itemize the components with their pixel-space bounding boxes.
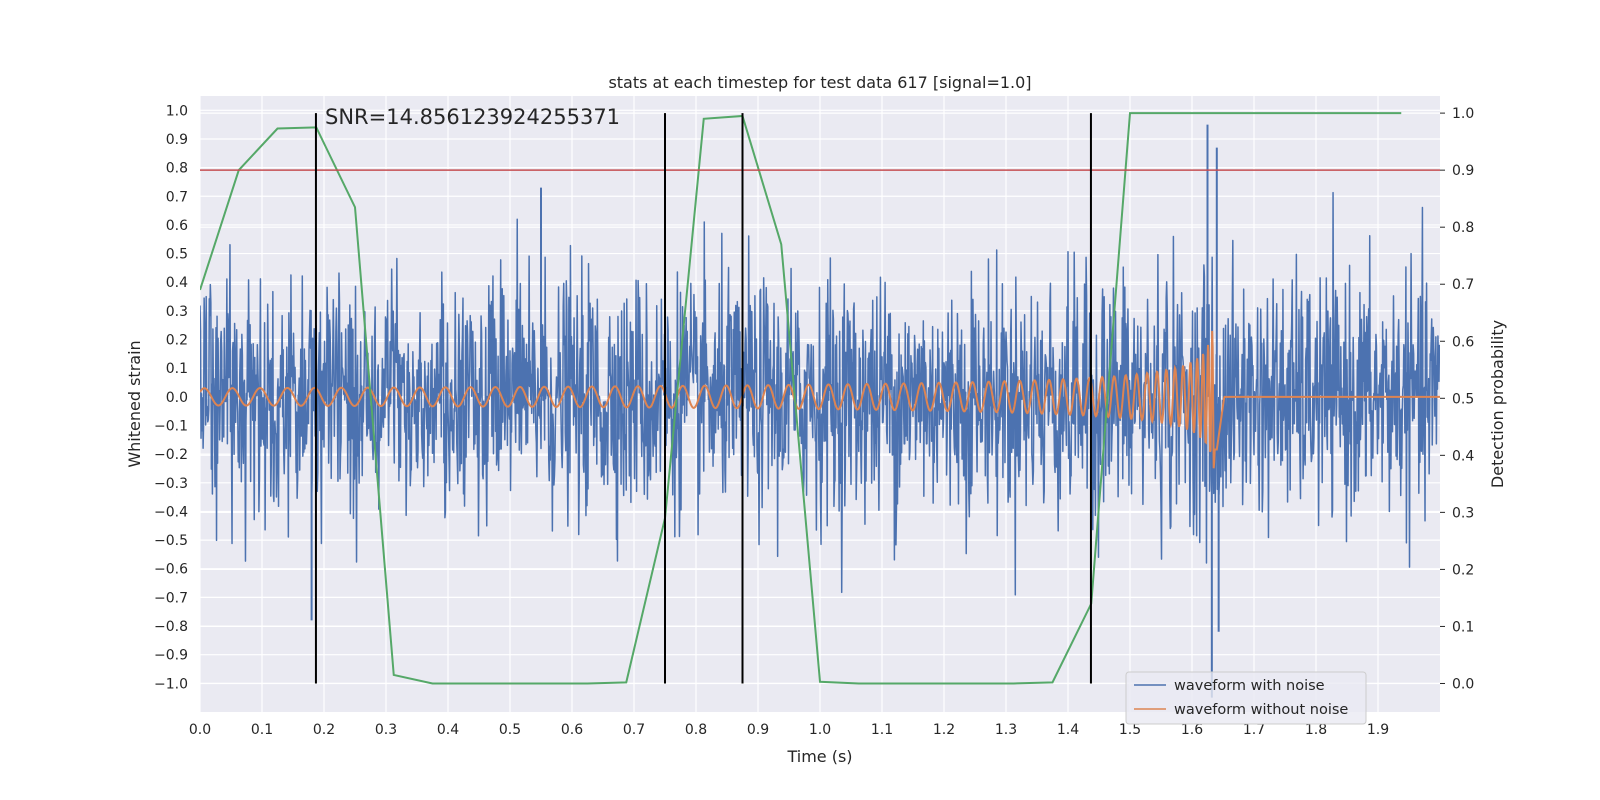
y-tick-label: 0.6: [166, 218, 188, 234]
x-tick-label: 1.5: [1119, 722, 1141, 738]
plot-area: [200, 112, 1440, 698]
clean-waveform-line: [200, 330, 1440, 469]
y2-tick-label: 0.6: [1452, 334, 1474, 350]
x-tick-label: 1.8: [1305, 722, 1327, 738]
legend-box: [1125, 671, 1367, 725]
x-tick-label: 0.2: [313, 722, 335, 738]
y-tick-label: −0.9: [154, 648, 188, 664]
y-tick-label: 0.4: [166, 275, 188, 291]
y-tick-label: 0.5: [166, 247, 188, 263]
y-tick-label: 0.2: [166, 333, 188, 349]
snr-annotation: SNR=14.856123924255371: [325, 105, 620, 129]
y2-tick-label: 1.0: [1452, 106, 1474, 122]
x-tick-labels: 0.0 0.1 0.2 0.3 0.4 0.5 0.6 0.7 0.8 0.9 1.0 1.1 1.2 1…: [189, 722, 1389, 738]
x-axis-label: Time (s): [786, 747, 852, 766]
x-tick-label: 0.7: [623, 722, 645, 738]
chart-title: stats at each timestep for test data 617…: [608, 73, 1031, 92]
y-tick-label: 0.7: [166, 189, 188, 205]
y2-tick-label: 0.7: [1452, 277, 1474, 293]
legend: waveform with noise waveform without noi…: [1125, 671, 1367, 725]
x-tick-label: 0.3: [375, 722, 397, 738]
y2-tick-label: 0.8: [1452, 220, 1474, 236]
x-tick-label: 1.3: [995, 722, 1017, 738]
y-tick-label: −0.3: [154, 476, 188, 492]
y2-tick-label: 0.3: [1452, 505, 1474, 521]
y2-tick-labels: 1.0 0.9 0.8 0.7 0.6 0.5 0.4 0.3 0.2 0.1 0.0: [1440, 106, 1474, 692]
y-axis-label: Whitened strain: [125, 340, 144, 467]
x-tick-label: 1.2: [933, 722, 955, 738]
y-tick-label: 1.0: [166, 103, 188, 119]
y-tick-labels: 1.0 0.9 0.8 0.7 0.6 0.5 0.4 0.3 0.2 0.1 0.0 −0.1 −0.…: [154, 103, 188, 692]
y-tick-label: −0.2: [154, 447, 188, 463]
x-tick-label: 0.5: [499, 722, 521, 738]
y2-tick-label: 0.0: [1452, 676, 1474, 692]
noisy-waveform-line: [200, 191, 1440, 596]
x-tick-label: 0.4: [437, 722, 459, 738]
y2-tick-label: 0.4: [1452, 448, 1474, 464]
series-clean-waveform: [200, 330, 1440, 469]
probability-line: [200, 112, 1402, 685]
y-tick-label: −0.7: [154, 590, 188, 606]
x-tick-label: 0.1: [251, 722, 273, 738]
x-tick-label: 1.4: [1057, 722, 1079, 738]
y-tick-label: 0.1: [166, 361, 188, 377]
detection-markers: [314, 113, 1092, 684]
series-detection-probability: [200, 112, 1402, 685]
x-tick-label: 1.9: [1367, 722, 1389, 738]
y-tick-label: −1.0: [154, 676, 188, 692]
x-tick-label: 1.6: [1181, 722, 1203, 738]
y2-tick-label: 0.9: [1452, 163, 1474, 179]
y-tick-label: −0.5: [154, 533, 188, 549]
x-tick-label: 0.6: [561, 722, 583, 738]
y2-tick-label: 0.1: [1452, 619, 1474, 635]
y-tick-label: 0.0: [166, 390, 188, 406]
y-tick-label: 0.9: [166, 132, 188, 148]
legend-label-clean: waveform without noise: [1174, 702, 1348, 718]
legend-label-noisy: waveform with noise: [1174, 678, 1325, 694]
x-tick-label: 1.1: [871, 722, 893, 738]
y-tick-label: −0.6: [154, 562, 188, 578]
y2-axis-label: Detection probability: [1488, 320, 1507, 488]
y-tick-label: 0.3: [166, 304, 188, 320]
y-tick-label: −0.8: [154, 619, 188, 635]
y2-tick-label: 0.2: [1452, 562, 1474, 578]
x-tick-label: 1.0: [809, 722, 831, 738]
y-tick-label: −0.1: [154, 418, 188, 434]
x-tick-label: 0.8: [685, 722, 707, 738]
x-tick-label: 1.7: [1243, 722, 1265, 738]
y2-tick-label: 0.5: [1452, 391, 1474, 407]
y-tick-label: 0.8: [166, 161, 188, 177]
x-tick-label: 0.9: [747, 722, 769, 738]
y-tick-label: −0.4: [154, 504, 188, 520]
x-tick-label: 0.0: [189, 722, 211, 738]
